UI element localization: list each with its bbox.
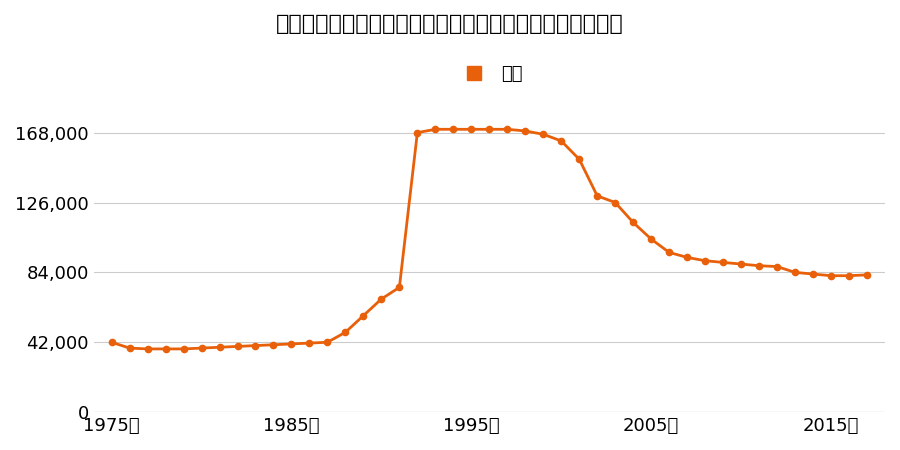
Legend: 価格: 価格 — [449, 58, 530, 90]
Text: 兵庫県明石市魚住町西岡字殿ケ市１５９９番１の地価推移: 兵庫県明石市魚住町西岡字殿ケ市１５９９番１の地価推移 — [276, 14, 624, 33]
